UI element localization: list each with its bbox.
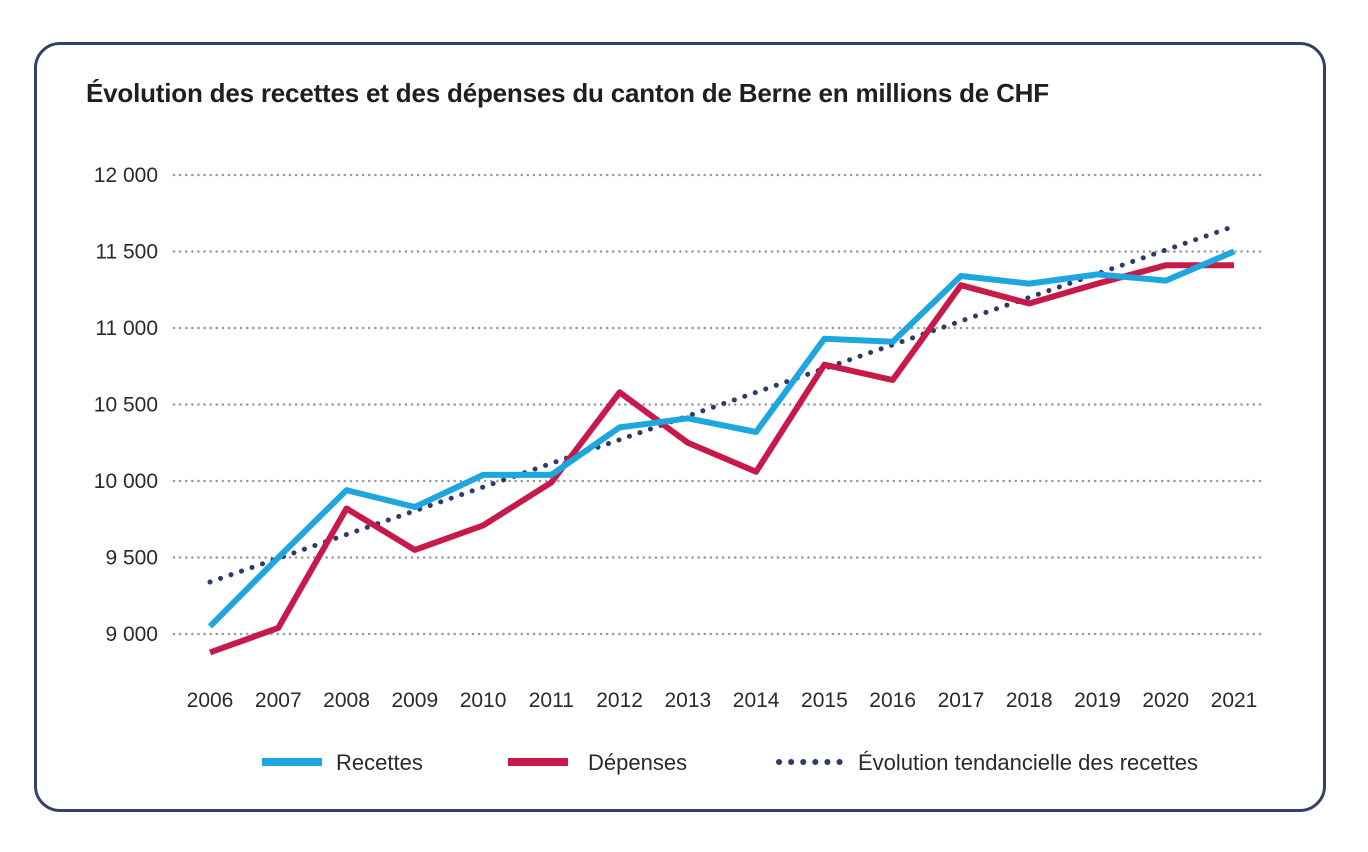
x-tick-label: 2007	[255, 689, 302, 712]
x-tick-label: 2018	[1006, 689, 1053, 712]
y-tick-label: 9 000	[105, 623, 158, 646]
legend-label-1: Dépenses	[588, 750, 687, 775]
x-tick-label: 2013	[665, 689, 712, 712]
x-tick-label: 2016	[869, 689, 916, 712]
x-tick-label: 2009	[391, 689, 438, 712]
x-tick-label: 2012	[596, 689, 643, 712]
x-axis-ticks: 2006 2007 2008 2009 2010 2011 2012 2013 2014 2015…	[187, 689, 1258, 712]
legend-label-2: Évolution tendancielle des recettes	[858, 750, 1198, 775]
y-axis-ticks: 9 000 9 500 10 000 10 500 11 000 11 500 12 000	[94, 164, 158, 646]
x-tick-label: 2021	[1211, 689, 1258, 712]
series-line-1	[208, 262, 1234, 656]
y-tick-label: 10 000	[94, 470, 158, 493]
series-line-0	[207, 248, 1236, 629]
chart-frame	[34, 42, 1326, 812]
gridlines	[172, 173, 1267, 636]
x-tick-label: 2019	[1074, 689, 1121, 712]
x-tick-label: 2014	[733, 689, 780, 712]
x-tick-label: 2010	[460, 689, 507, 712]
y-tick-label: 12 000	[94, 164, 158, 187]
x-tick-label: 2020	[1142, 689, 1189, 712]
x-tick-label: 2006	[187, 689, 234, 712]
x-tick-label: 2011	[529, 689, 574, 712]
y-tick-label: 11 500	[95, 241, 158, 264]
chart-title: Évolution des recettes et des dépenses d…	[86, 78, 1049, 108]
series-lines	[207, 223, 1237, 656]
x-tick-label: 2017	[938, 689, 985, 712]
y-tick-label: 11 000	[95, 317, 158, 340]
series-line-2	[207, 223, 1237, 585]
x-tick-label: 2015	[801, 689, 848, 712]
y-tick-label: 9 500	[105, 547, 158, 570]
legend: Recettes Dépenses Évolution tendancielle d…	[262, 750, 1198, 775]
legend-label-0: Recettes	[336, 750, 423, 775]
x-tick-label: 2008	[323, 689, 370, 712]
y-tick-label: 10 500	[94, 394, 158, 417]
